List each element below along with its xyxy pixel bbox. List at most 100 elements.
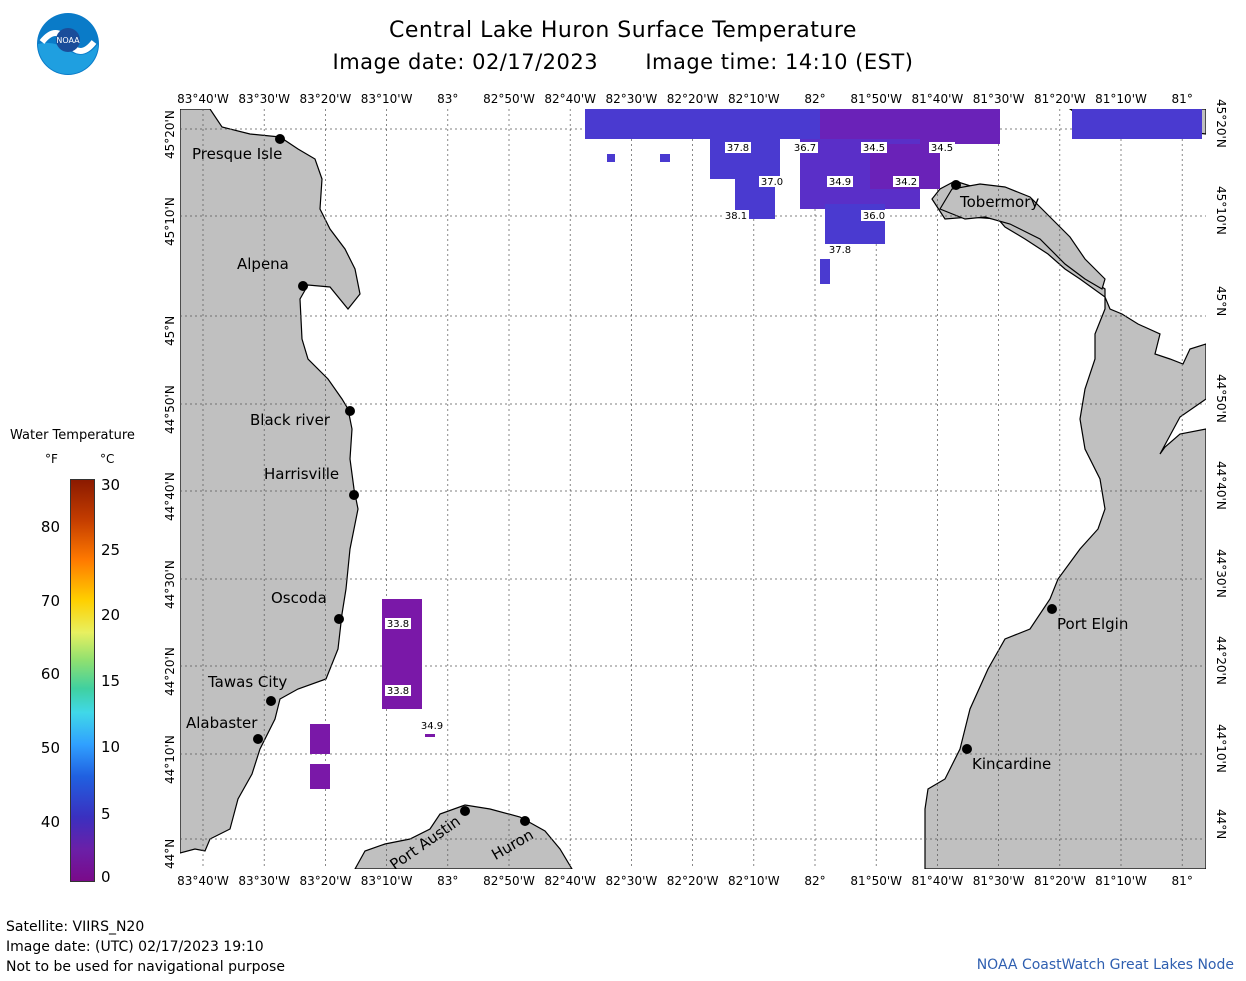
city-dot <box>962 744 972 754</box>
lat-tick-right: 44°N <box>1214 809 1228 840</box>
legend-c-tick: 25 <box>101 541 121 559</box>
temp-label-bg <box>929 142 955 153</box>
lon-tick-bottom: 83°20'W <box>299 874 352 888</box>
satellite-label: Satellite: VIIRS_N20 <box>6 919 145 935</box>
lat-tick-right: 45°20'N <box>1214 99 1228 148</box>
lat-tick-right: 44°10'N <box>1214 724 1228 773</box>
lon-tick-top: 82°40'W <box>544 92 597 106</box>
lat-tick-left: 45°10'N <box>163 197 177 246</box>
lon-tick-bottom: 81°50'W <box>850 874 903 888</box>
temp-label: 36.7 <box>794 143 816 154</box>
lon-tick-top: 82°20'W <box>666 92 719 106</box>
temp-label-bg <box>759 176 785 187</box>
legend-c-tick: 30 <box>101 476 121 494</box>
lon-tick-top: 82°30'W <box>605 92 658 106</box>
legend-f-tick: 70 <box>40 592 60 610</box>
image-date: Image date: 02/17/2023 <box>332 50 599 74</box>
legend-c-tick: 10 <box>101 738 121 756</box>
city-dot <box>349 490 359 500</box>
lon-tick-bottom: 83° <box>437 874 459 888</box>
temp-label: 34.5 <box>931 143 953 154</box>
map-title: Central Lake Huron Surface Temperature <box>389 18 857 43</box>
graticule <box>180 109 1206 869</box>
lon-tick-bottom: 81° <box>1171 874 1193 888</box>
temp-label: 38.1 <box>725 211 747 222</box>
lon-tick-bottom: 83°40'W <box>177 874 229 888</box>
legend-c-tick: 15 <box>101 672 121 690</box>
temperature-labels: 37.8 36.7 34.5 34.5 37.0 34.9 34.2 38.1 36.0 37.8… <box>385 142 955 732</box>
city-dot <box>266 696 276 706</box>
image-time: Image time: 14:10 (EST) <box>645 50 914 74</box>
lon-tick-top: 81°40'W <box>911 92 964 106</box>
city-dot <box>1047 604 1057 614</box>
city-label: Black river <box>250 411 331 429</box>
temp-label: 34.2 <box>895 177 917 188</box>
city-label: Harrisville <box>264 465 339 483</box>
lon-tick-top: 83°30'W <box>238 92 291 106</box>
city-dot <box>334 614 344 624</box>
temp-label-bg <box>827 176 853 187</box>
lat-tick-left: 44°20'N <box>163 647 177 696</box>
footer-info: Satellite: VIIRS_N20 Image date: (UTC) 0… <box>6 917 285 977</box>
city-label: Port Elgin <box>1057 615 1128 633</box>
lon-tick-top: 81°30'W <box>972 92 1025 106</box>
lat-tick-left: 44°N <box>163 838 177 869</box>
lon-tick-top: 82° <box>804 92 826 106</box>
temp-label-bg <box>419 720 445 731</box>
city-label: Presque Isle <box>192 145 282 163</box>
temperature-colorbar <box>70 479 95 882</box>
temp-label: 36.0 <box>863 211 885 222</box>
temp-label-bg <box>385 685 411 696</box>
lat-tick-left: 44°30'N <box>163 560 177 609</box>
lon-tick-top: 81°50'W <box>850 92 903 106</box>
city-dot <box>253 734 263 744</box>
lat-tick-right: 44°20'N <box>1214 636 1228 685</box>
legend-c-tick: 0 <box>101 868 111 886</box>
lon-tick-bottom: 83°30'W <box>238 874 291 888</box>
temp-label-bg <box>827 244 853 255</box>
lon-tick-bottom: 82°10'W <box>727 874 780 888</box>
lon-tick-top: 83°20'W <box>299 92 352 106</box>
city-dot <box>460 806 470 816</box>
lat-tick-right: 44°40'N <box>1214 461 1228 510</box>
lon-tick-bottom: 81°30'W <box>972 874 1025 888</box>
lon-tick-bottom: 81°10'W <box>1095 874 1147 888</box>
temp-label: 37.8 <box>727 143 749 154</box>
city-label: Kincardine <box>972 755 1051 773</box>
lat-tick-right: 45°10'N <box>1214 186 1228 235</box>
lon-tick-top: 81°20'W <box>1033 92 1086 106</box>
temp-label-bg <box>385 618 411 629</box>
lon-tick-top: 83° <box>437 92 459 106</box>
credit-link[interactable]: NOAA CoastWatch Great Lakes Node <box>976 957 1234 973</box>
lon-tick-top: 82°10'W <box>727 92 780 106</box>
lat-tick-right: 44°50'N <box>1214 374 1228 423</box>
city-dot <box>520 816 530 826</box>
temp-label-bg <box>723 210 749 221</box>
lon-tick-bottom: 81°20'W <box>1033 874 1086 888</box>
utc-date-label: Image date: (UTC) 02/17/2023 19:10 <box>6 939 264 955</box>
thumb-land <box>354 804 573 869</box>
lon-tick-top: 82°50'W <box>483 92 535 106</box>
legend-c-tick: 5 <box>101 805 111 823</box>
lon-tick-bottom: 81°40'W <box>911 874 964 888</box>
lat-tick-left: 44°50'N <box>163 385 177 434</box>
image-datetime: Image date: 02/17/2023 Image time: 14:10… <box>0 50 1246 74</box>
city-label: Alabaster <box>186 714 258 732</box>
temp-label: 33.8 <box>387 619 409 630</box>
lake-huron-map: 37.8 36.7 34.5 34.5 37.0 34.9 34.2 38.1 36.0 37.8… <box>180 109 1206 869</box>
lon-tick-bottom: 83°10'W <box>360 874 413 888</box>
lat-tick-left: 44°10'N <box>163 735 177 784</box>
lon-tick-bottom: 82°40'W <box>544 874 597 888</box>
lat-tick-left: 45°N <box>163 315 177 346</box>
lat-tick-left: 44°40'N <box>163 472 177 521</box>
lon-tick-top: 83°10'W <box>360 92 413 106</box>
lon-tick-top: 83°40'W <box>177 92 229 106</box>
city-dot <box>951 180 961 190</box>
temp-label-bg <box>792 142 818 153</box>
lon-tick-top: 81° <box>1171 92 1193 106</box>
temp-label: 34.9 <box>829 177 851 188</box>
temp-label: 34.5 <box>863 143 885 154</box>
lon-tick-bottom: 82°20'W <box>666 874 719 888</box>
lon-tick-top: 81°10'W <box>1095 92 1147 106</box>
legend-f-tick: 50 <box>40 739 60 757</box>
